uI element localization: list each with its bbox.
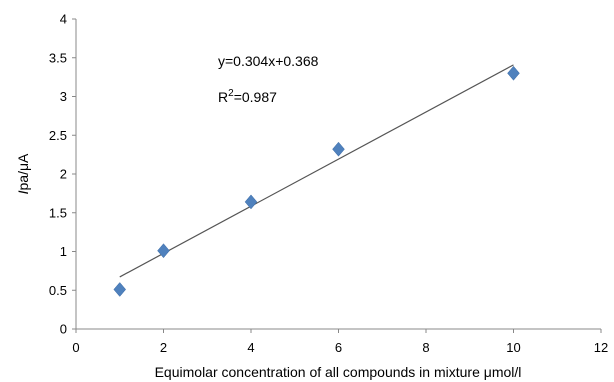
data-point (244, 194, 258, 210)
equation-label: y=0.304x+0.368 (218, 53, 319, 69)
y-axis-label-italic: I (15, 190, 31, 194)
x-tick-label: 10 (506, 340, 520, 355)
trendline (119, 64, 514, 278)
x-axis-ticks: 0 2 4 6 8 10 12 (72, 329, 608, 355)
x-tick-label: 0 (72, 340, 79, 355)
y-tick-label: 2 (60, 167, 67, 182)
x-tick-label: 8 (422, 340, 429, 355)
data-point (332, 141, 345, 157)
x-tick-label: 2 (160, 340, 167, 355)
y-tick-label: 1 (60, 244, 67, 259)
y-axis-label: Ipa/μA (15, 153, 31, 194)
y-axis-label-rest: pa/μA (15, 153, 31, 191)
data-point (507, 65, 520, 81)
x-tick-label: 12 (594, 340, 608, 355)
data-point (113, 282, 127, 297)
r-squared-superscript: 2 (228, 88, 234, 99)
x-tick-label: 4 (247, 340, 254, 355)
x-axis-label: Equimolar concentration of all compounds… (155, 364, 522, 380)
y-tick-label: 3.5 (49, 50, 67, 65)
r-squared-value: =0.987 (234, 89, 277, 105)
y-tick-label: 0 (60, 322, 67, 337)
y-tick-label: 3 (60, 89, 67, 104)
data-points (113, 65, 520, 297)
y-tick-label: 4 (60, 12, 67, 27)
y-tick-label: 1.5 (49, 205, 67, 220)
r-squared-prefix: R (218, 89, 228, 105)
data-point (157, 243, 170, 259)
r-squared-label: R2=0.987 (218, 88, 277, 105)
y-tick-label: 2.5 (49, 128, 67, 143)
y-tick-label: 0.5 (49, 283, 67, 298)
y-axis-ticks: 0 0.5 1 1.5 2 2.5 3 3.5 4 (49, 12, 76, 337)
x-tick-label: 6 (335, 340, 342, 355)
